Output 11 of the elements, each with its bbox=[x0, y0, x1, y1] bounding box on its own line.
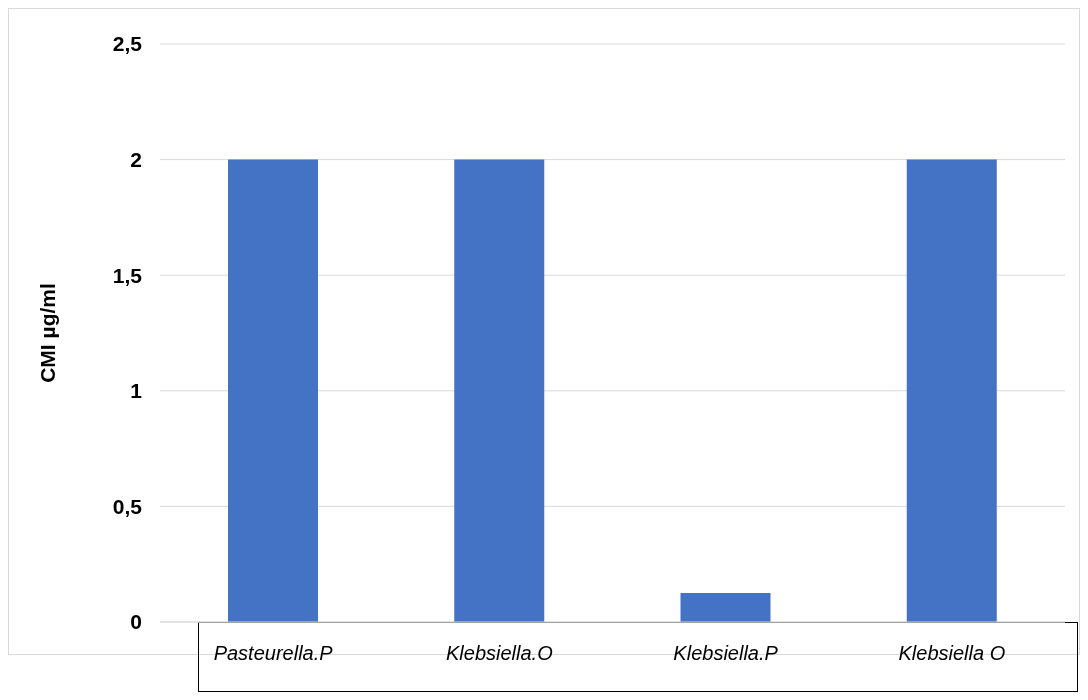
y-tick-label: 1,5 bbox=[112, 263, 143, 287]
y-tick-label: 1 bbox=[130, 379, 143, 403]
x-tick-label: Klebsiella.O bbox=[446, 642, 553, 665]
x-tick-label: Klebsiella.P bbox=[673, 642, 779, 665]
y-axis-title: CMI µg/ml bbox=[36, 283, 60, 383]
x-tick-label: Klebsiella O bbox=[898, 642, 1006, 665]
x-tick-label: Pasteurella.P bbox=[213, 642, 334, 665]
y-tick-label: 0,5 bbox=[112, 494, 143, 518]
y-tick-label: 2,5 bbox=[112, 32, 143, 56]
y-tick-label: 0 bbox=[130, 610, 142, 634]
y-tick-label: 2 bbox=[130, 148, 142, 172]
